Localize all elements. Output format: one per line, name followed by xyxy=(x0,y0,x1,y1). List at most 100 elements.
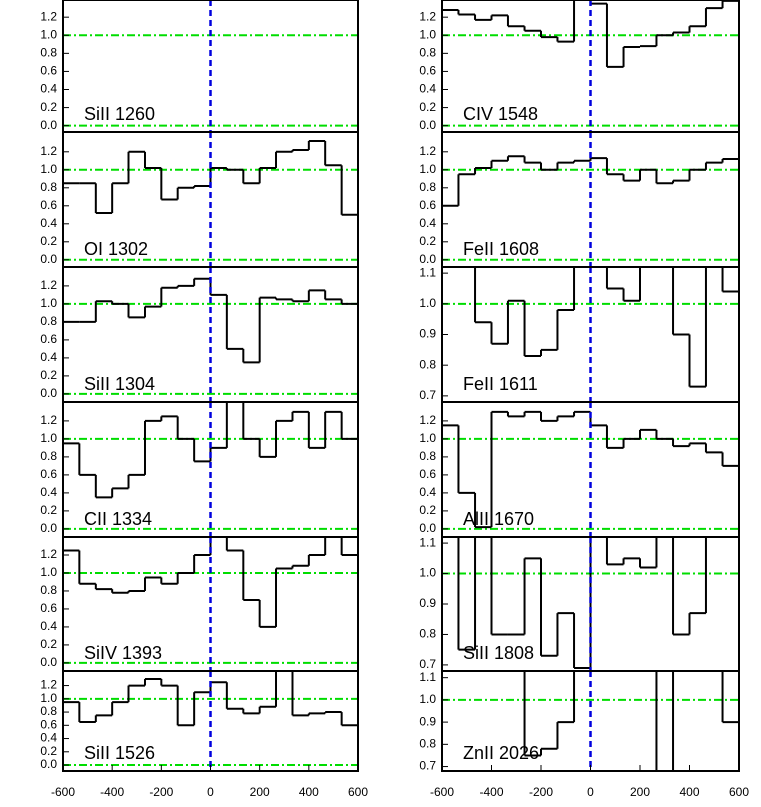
y-tick-label: 0.6 xyxy=(40,717,57,731)
y-tick-label: 1.0 xyxy=(40,691,57,705)
y-tick-label: 1.0 xyxy=(40,27,57,41)
panel xyxy=(63,132,358,267)
panel xyxy=(63,402,358,537)
x-tick-label: -200 xyxy=(529,785,553,799)
y-tick-label: 1.1 xyxy=(419,265,436,279)
y-tick-label: 1.0 xyxy=(419,296,436,310)
y-tick-label: 0.8 xyxy=(419,180,436,194)
y-tick-label: 1.2 xyxy=(40,678,57,692)
y-tick-label: 1.2 xyxy=(419,413,436,427)
x-tick-label: -600 xyxy=(51,785,75,799)
y-tick-label: 1.2 xyxy=(40,413,57,427)
panel-label: ZnII 2026 xyxy=(463,743,539,763)
panel-label: FeII 1608 xyxy=(463,239,539,259)
y-tick-label: 0.2 xyxy=(40,234,57,248)
y-tick-label: 1.2 xyxy=(40,547,57,561)
panel-label: SiIV 1393 xyxy=(84,643,162,663)
y-tick-label: 0.2 xyxy=(419,100,436,114)
y-tick-label: 1.2 xyxy=(419,9,436,23)
y-tick-label: 0.0 xyxy=(419,252,436,266)
y-tick-label: 0.0 xyxy=(40,118,57,132)
y-tick-label: 0.0 xyxy=(40,386,57,400)
y-tick-label: 0.8 xyxy=(40,180,57,194)
y-tick-label: 0.6 xyxy=(419,198,436,212)
y-tick-label: 0.4 xyxy=(40,619,57,633)
panel-label: CIV 1548 xyxy=(463,104,538,124)
y-tick-label: 1.0 xyxy=(419,27,436,41)
y-tick-label: 0.9 xyxy=(419,714,436,728)
y-tick-label: 0.8 xyxy=(40,46,57,60)
y-tick-label: 0.2 xyxy=(40,503,57,517)
panel-label: CII 1334 xyxy=(84,509,152,529)
y-tick-label: 1.2 xyxy=(40,9,57,23)
y-tick-label: 0.8 xyxy=(40,583,57,597)
x-tick-label: 200 xyxy=(250,785,270,799)
panel-label: OI 1302 xyxy=(84,239,148,259)
y-tick-label: 1.0 xyxy=(40,565,57,579)
y-tick-label: 1.0 xyxy=(40,431,57,445)
y-tick-label: 0.7 xyxy=(419,759,436,773)
panel xyxy=(63,0,358,132)
y-tick-label: 0.7 xyxy=(419,388,436,402)
y-tick-label: 0.4 xyxy=(419,82,436,96)
panel-label: AlII 1670 xyxy=(463,509,534,529)
y-tick-label: 1.0 xyxy=(419,566,436,580)
panel xyxy=(442,671,739,771)
panel xyxy=(63,267,358,402)
y-tick-label: 0.2 xyxy=(40,100,57,114)
y-tick-label: 0.0 xyxy=(419,521,436,535)
y-tick-label: 0.2 xyxy=(419,234,436,248)
x-tick-label: -400 xyxy=(479,785,503,799)
y-tick-label: 1.2 xyxy=(40,144,57,158)
panel xyxy=(442,267,739,402)
panel-label: SiII 1808 xyxy=(463,643,534,663)
panel-label: SiII 1304 xyxy=(84,374,155,394)
y-tick-label: 0.0 xyxy=(40,252,57,266)
y-tick-label: 0.0 xyxy=(40,655,57,669)
y-tick-label: 0.6 xyxy=(419,467,436,481)
y-tick-label: 0.8 xyxy=(419,627,436,641)
panel xyxy=(442,0,739,132)
y-tick-label: 0.4 xyxy=(419,485,436,499)
panel xyxy=(442,132,739,267)
x-tick-label: 200 xyxy=(630,785,650,799)
y-tick-label: 0.8 xyxy=(419,449,436,463)
y-tick-label: 0.0 xyxy=(40,521,57,535)
y-tick-label: 0.4 xyxy=(419,216,436,230)
x-tick-label: -600 xyxy=(430,785,454,799)
y-tick-label: 0.6 xyxy=(40,64,57,78)
y-tick-label: 0.6 xyxy=(419,64,436,78)
y-tick-label: 0.8 xyxy=(419,357,436,371)
x-tick-label: 600 xyxy=(348,785,368,799)
panel-label: FeII 1611 xyxy=(463,374,538,394)
x-tick-label: 400 xyxy=(679,785,699,799)
y-tick-label: 0.8 xyxy=(419,737,436,751)
y-tick-label: 1.2 xyxy=(40,278,57,292)
y-tick-label: 1.0 xyxy=(419,431,436,445)
panel xyxy=(63,537,358,671)
y-tick-label: 0.2 xyxy=(40,368,57,382)
y-tick-label: 0.4 xyxy=(40,350,57,364)
y-tick-label: 1.2 xyxy=(419,144,436,158)
y-tick-label: 1.0 xyxy=(40,296,57,310)
y-tick-label: 1.1 xyxy=(419,535,436,549)
y-tick-label: 1.0 xyxy=(419,692,436,706)
y-tick-label: 0.2 xyxy=(419,503,436,517)
y-tick-label: 0.8 xyxy=(40,314,57,328)
y-tick-label: 0.4 xyxy=(40,731,57,745)
panel-label: SiII 1260 xyxy=(84,104,155,124)
y-tick-label: 0.0 xyxy=(419,118,436,132)
x-tick-label: 600 xyxy=(729,785,749,799)
x-tick-label: -200 xyxy=(149,785,173,799)
y-tick-label: 0.2 xyxy=(40,637,57,651)
y-tick-label: 0.6 xyxy=(40,467,57,481)
y-tick-label: 1.0 xyxy=(40,162,57,176)
y-tick-label: 0.6 xyxy=(40,601,57,615)
panel xyxy=(442,402,739,537)
panel xyxy=(442,537,739,671)
y-tick-label: 1.0 xyxy=(419,162,436,176)
y-tick-label: 0.0 xyxy=(40,757,57,771)
y-tick-label: 0.8 xyxy=(40,704,57,718)
x-tick-label: 400 xyxy=(299,785,319,799)
